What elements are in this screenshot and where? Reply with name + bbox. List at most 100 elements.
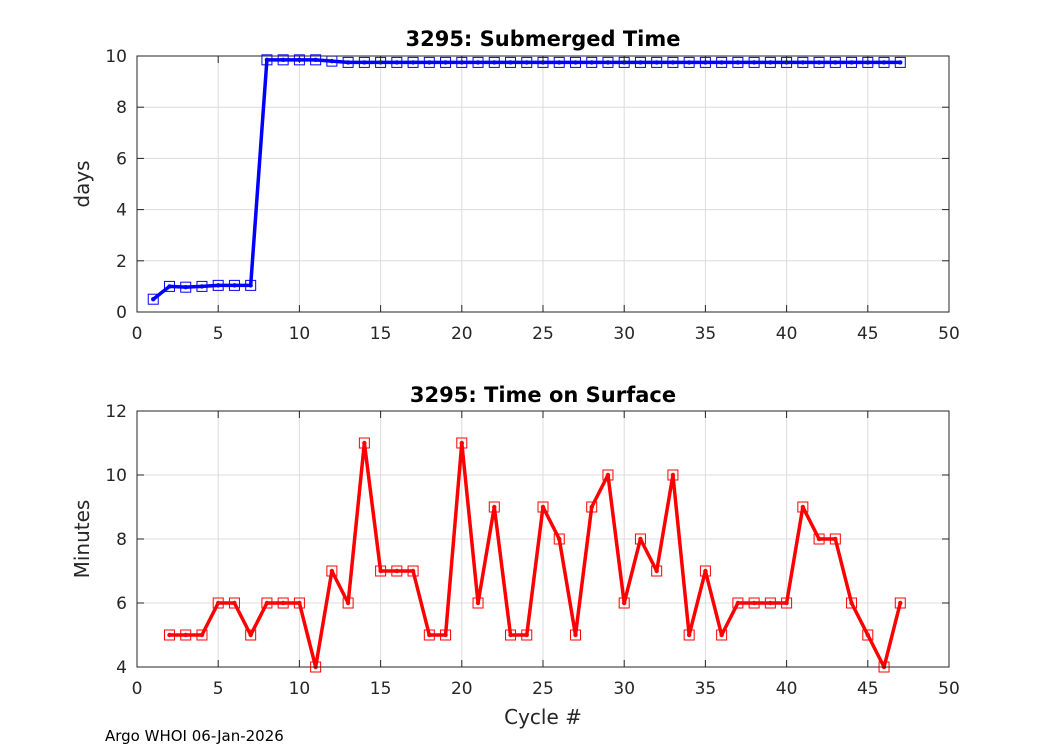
x-tick-label: 40 bbox=[776, 324, 798, 344]
data-point bbox=[686, 632, 692, 638]
data-point bbox=[232, 600, 237, 606]
data-point bbox=[735, 600, 741, 606]
data-point-marker bbox=[180, 629, 192, 641]
data-point-marker bbox=[310, 54, 322, 66]
data-point-marker bbox=[423, 56, 435, 68]
data-point-marker bbox=[586, 56, 598, 68]
footer-credit: Argo WHOI 06-Jan-2026 bbox=[105, 727, 284, 745]
data-point-marker bbox=[569, 56, 581, 68]
time-on-surface-panel: 0 5 10 15 20 25 30 35 40 45 50 4 6 8 10 12 3295: Time o… bbox=[70, 383, 960, 729]
data-point bbox=[638, 60, 643, 65]
data-point-marker bbox=[602, 56, 614, 68]
data-point-marker bbox=[894, 597, 906, 609]
data-point-marker bbox=[586, 501, 598, 513]
data-point bbox=[280, 57, 286, 63]
data-point-marker bbox=[846, 56, 858, 68]
data-point bbox=[394, 568, 400, 574]
data-point bbox=[394, 60, 400, 65]
data-point bbox=[378, 568, 383, 574]
x-tick-label: 0 bbox=[132, 324, 143, 344]
data-point bbox=[670, 472, 676, 478]
data-point-marker bbox=[716, 56, 728, 68]
data-point bbox=[524, 632, 529, 638]
x-tick-label: 10 bbox=[289, 324, 311, 344]
data-point-marker bbox=[651, 56, 663, 68]
x-tick-label: 25 bbox=[532, 679, 554, 699]
data-point bbox=[557, 60, 562, 65]
data-point-marker bbox=[797, 501, 809, 513]
y-axis-label: Minutes bbox=[70, 500, 94, 579]
data-point-marker bbox=[618, 597, 630, 609]
x-tick-label: 15 bbox=[370, 679, 392, 699]
x-tick-label: 5 bbox=[213, 324, 224, 344]
x-tick-label: 45 bbox=[857, 324, 879, 344]
data-point bbox=[540, 504, 546, 510]
x-tick-label: 35 bbox=[695, 324, 717, 344]
data-point-marker bbox=[196, 629, 208, 641]
x-tick-label: 50 bbox=[938, 679, 960, 699]
data-point bbox=[410, 568, 416, 574]
y-tick-label: 8 bbox=[116, 530, 127, 550]
data-point bbox=[345, 600, 351, 606]
data-point bbox=[183, 632, 188, 638]
data-point bbox=[800, 504, 806, 510]
data-point-marker bbox=[797, 56, 809, 68]
data-point-marker bbox=[521, 629, 533, 641]
x-axis-label: Cycle # bbox=[504, 705, 582, 729]
y-tick-label: 2 bbox=[116, 252, 127, 272]
data-point-marker bbox=[180, 281, 192, 293]
data-point-marker bbox=[472, 597, 484, 609]
chart-title: 3295: Time on Surface bbox=[410, 383, 676, 407]
data-point bbox=[524, 60, 529, 65]
series-group bbox=[163, 437, 906, 673]
data-point-marker bbox=[569, 629, 581, 641]
data-point-marker bbox=[878, 56, 890, 68]
series-line bbox=[169, 441, 902, 669]
data-point bbox=[833, 536, 838, 542]
data-point-marker bbox=[261, 597, 273, 609]
data-point-marker bbox=[440, 56, 452, 68]
data-point bbox=[151, 297, 156, 302]
data-point-marker bbox=[423, 629, 435, 641]
data-point bbox=[589, 504, 594, 510]
data-point-marker bbox=[472, 56, 484, 68]
data-point bbox=[849, 600, 854, 606]
data-point-marker bbox=[505, 56, 517, 68]
data-point bbox=[199, 632, 205, 638]
series-group bbox=[147, 54, 906, 305]
data-point-marker bbox=[634, 56, 646, 68]
data-point bbox=[362, 440, 367, 446]
x-tick-label: 50 bbox=[938, 324, 960, 344]
data-point-marker bbox=[456, 437, 468, 449]
data-point-marker bbox=[667, 56, 679, 68]
data-point bbox=[427, 632, 432, 638]
y-tick-label: 0 bbox=[116, 303, 127, 323]
data-point bbox=[475, 600, 481, 606]
data-point-marker bbox=[699, 565, 711, 577]
data-point bbox=[784, 600, 789, 606]
data-point-marker bbox=[683, 629, 695, 641]
x-tick-label: 10 bbox=[289, 679, 311, 699]
data-point bbox=[703, 568, 708, 574]
data-point-marker bbox=[748, 56, 760, 68]
data-point bbox=[573, 60, 578, 65]
x-tick-label: 5 bbox=[213, 679, 224, 699]
x-tick-label: 30 bbox=[613, 679, 635, 699]
data-point-marker bbox=[732, 597, 744, 609]
data-point-marker bbox=[829, 56, 841, 68]
data-point bbox=[686, 60, 692, 65]
data-point-marker bbox=[634, 533, 646, 545]
data-point bbox=[654, 568, 659, 574]
data-point bbox=[573, 632, 578, 638]
data-point-marker bbox=[894, 56, 906, 68]
data-point bbox=[865, 632, 870, 638]
data-point-marker bbox=[245, 629, 257, 641]
data-point-marker bbox=[732, 56, 744, 68]
data-point bbox=[719, 632, 724, 638]
submerged-time-panel: 0 5 10 15 20 25 30 35 40 45 50 0 2 4 6 8 10 3295: Submer… bbox=[70, 27, 960, 344]
data-point-marker bbox=[212, 279, 224, 291]
data-point bbox=[557, 536, 562, 542]
data-point-marker bbox=[391, 56, 403, 68]
data-point-marker bbox=[553, 56, 565, 68]
